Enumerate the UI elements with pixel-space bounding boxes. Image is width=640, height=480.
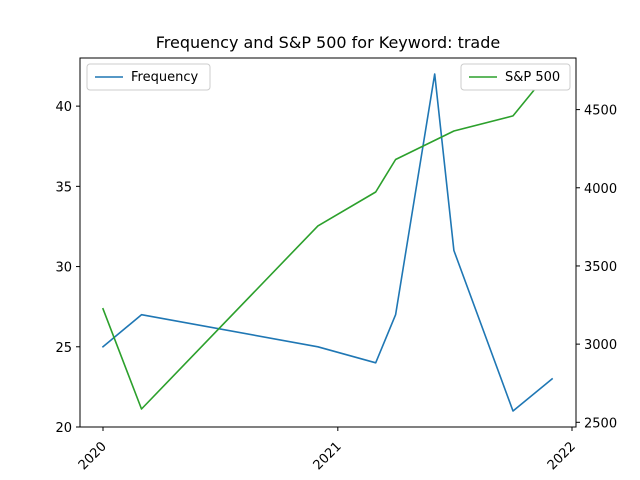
- y-right-tick-label-3: 4000: [584, 182, 617, 197]
- legend-left: Frequency: [86, 63, 211, 91]
- y-right-tick-label-4: 4500: [584, 104, 617, 119]
- y-right-tick-label-1: 3000: [584, 338, 617, 353]
- y-axis-left: 20 25 30 35 40: [55, 100, 80, 436]
- x-tick-label-2: 2022: [545, 439, 579, 473]
- chart-title: Frequency and S&P 500 for Keyword: trade: [156, 33, 500, 52]
- legend-left-label: Frequency: [131, 70, 198, 85]
- x-tick-label-0: 2020: [76, 439, 110, 473]
- y-left-tick-label-1: 25: [55, 341, 72, 356]
- legend-right-box: [460, 63, 571, 91]
- y-left-tick-label-2: 30: [55, 261, 72, 276]
- legend-left-box: [86, 63, 211, 91]
- series-line-0: [101, 73, 554, 412]
- plot-frame: [79, 57, 577, 428]
- y-left-tick-label-4: 40: [55, 100, 72, 115]
- series-line-1: [101, 66, 554, 410]
- y-left-tick-label-0: 20: [55, 421, 72, 436]
- legend-right: S&P 500: [460, 63, 571, 91]
- x-tick-label-1: 2021: [311, 439, 345, 473]
- y-axis-right: 2500 3000 3500 4000 4500: [576, 104, 617, 431]
- x-axis: 2020 2021 2022: [76, 427, 579, 473]
- y-right-tick-label-0: 2500: [584, 416, 617, 431]
- y-right-tick-label-2: 3500: [584, 260, 617, 275]
- y-left-tick-label-3: 35: [55, 180, 72, 195]
- plot-lines: [101, 66, 554, 412]
- legend-right-label: S&P 500: [505, 70, 560, 85]
